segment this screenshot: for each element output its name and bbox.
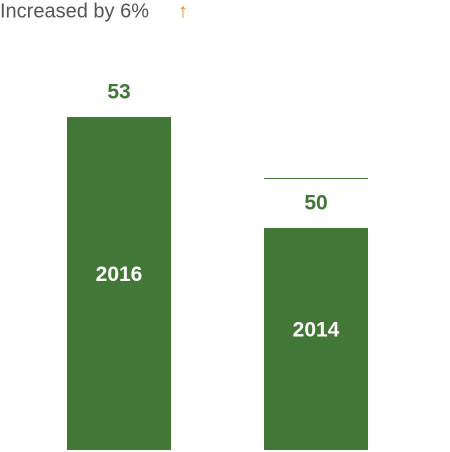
title-arrow: ↑ [178,0,188,22]
bar [264,228,368,450]
value-label: 50 [304,192,327,215]
chart-title: Increased by 6% [0,0,149,22]
category-label: 2016 [96,263,143,286]
category-label: 2014 [293,319,340,342]
value-label: 53 [107,81,130,104]
bar [67,117,171,450]
